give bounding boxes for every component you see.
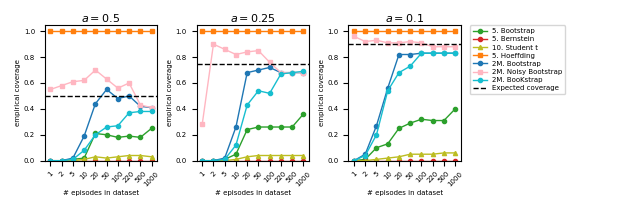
Y-axis label: empirical coverage: empirical coverage: [167, 59, 173, 126]
Title: $a=0.1$: $a=0.1$: [385, 12, 424, 24]
X-axis label: # episodes in dataset: # episodes in dataset: [367, 190, 443, 196]
Title: $a=0.25$: $a=0.25$: [230, 12, 276, 24]
Y-axis label: empirical coverage: empirical coverage: [15, 59, 21, 126]
X-axis label: # episodes in dataset: # episodes in dataset: [63, 190, 139, 196]
Legend: 5. Bootstrap, 5. Bernstein, 10. Student t, 5. Hoeffding, 2M. Bootstrap, 2M. Nois: 5. Bootstrap, 5. Bernstein, 10. Student …: [470, 26, 565, 94]
Y-axis label: empirical coverage: empirical coverage: [319, 59, 324, 126]
Title: $a=0.5$: $a=0.5$: [81, 12, 120, 24]
X-axis label: # episodes in dataset: # episodes in dataset: [215, 190, 291, 196]
